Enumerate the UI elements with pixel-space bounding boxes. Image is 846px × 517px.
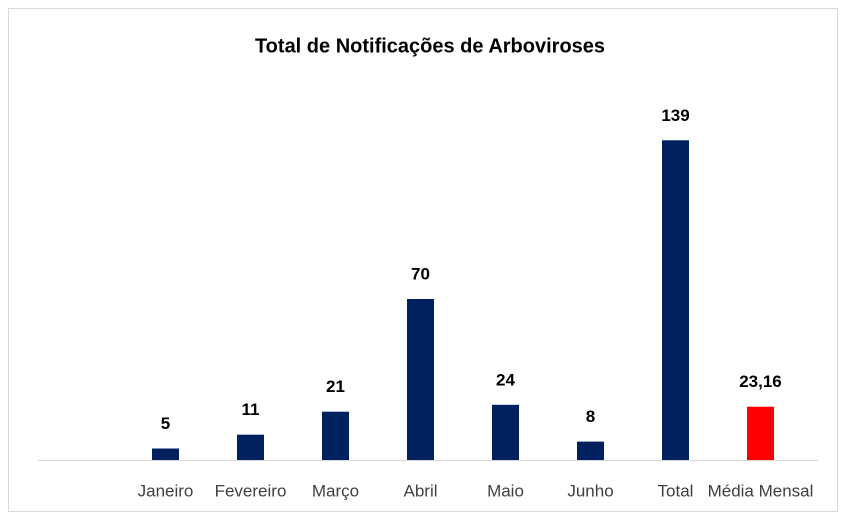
bar (747, 406, 774, 460)
bar (237, 434, 264, 460)
data-label: 70 (411, 264, 430, 283)
x-tick-label: Janeiro (138, 481, 194, 500)
x-tick-label: Total (658, 481, 694, 500)
bar (662, 140, 689, 461)
x-tick-label: Abril (403, 481, 437, 500)
bar (407, 299, 434, 460)
x-tick-label: Junho (567, 481, 613, 500)
data-label: 5 (161, 414, 170, 433)
bar (152, 448, 179, 460)
data-label: 23,16 (739, 372, 782, 391)
data-label: 11 (242, 400, 260, 419)
data-label: 8 (586, 407, 595, 426)
data-label: 21 (326, 377, 345, 396)
x-tick-label: Fevereiro (215, 481, 287, 500)
x-tick-label: Média Mensal (708, 481, 814, 500)
bar (322, 411, 349, 460)
bar (492, 404, 519, 460)
bar (577, 441, 604, 460)
chart-title: Total de Notificações de Arboviroses (255, 35, 605, 57)
data-label: 24 (496, 370, 515, 389)
x-tick-label: Março (312, 481, 359, 500)
x-tick-label: Maio (487, 481, 524, 500)
data-label: 139 (661, 106, 689, 125)
